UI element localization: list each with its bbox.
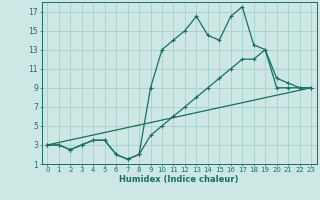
X-axis label: Humidex (Indice chaleur): Humidex (Indice chaleur) xyxy=(119,175,239,184)
